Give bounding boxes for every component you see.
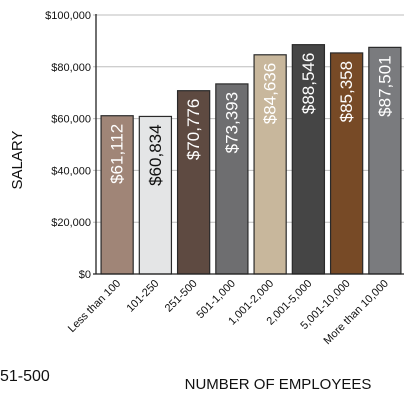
bar-value-label: $85,358 [337, 61, 356, 122]
bar-value-label: $61,112 [108, 124, 127, 184]
y-tick-label: $20,000 [51, 217, 91, 229]
y-tick-label: $80,000 [51, 62, 91, 74]
bar-value-label: $88,546 [299, 53, 318, 114]
bar [253, 54, 287, 275]
y-tick-labels: $0 $20,000 $40,000 $60,000 $80,000 $100,000 [45, 10, 91, 281]
cropped-label: 51-500 [0, 368, 50, 385]
bar [176, 90, 211, 275]
bars: $61,112 $60,834 $70,776 $73,393 $84,636 $88,5… [100, 44, 402, 275]
x-tick-label: 101-250 [124, 278, 161, 315]
bar-group: $61,112 [100, 115, 134, 275]
bar-group: $60,834 [138, 115, 173, 275]
bar [368, 46, 402, 275]
y-axis-title: SALARY [9, 131, 26, 190]
x-tick-labels: Less than 100 101-250 251-500501-1,0001,00… [66, 278, 391, 347]
bar-value-label: $84,636 [261, 63, 280, 124]
bar-group: $85,358 [329, 52, 364, 275]
bar-group: $88,546 [291, 44, 326, 275]
y-tick-label: $0 [79, 269, 91, 281]
bar-value-label: $60,834 [146, 124, 165, 185]
bar [329, 52, 364, 275]
bar-group: $73,393 [215, 83, 249, 275]
bar [138, 115, 173, 275]
bar-group: $87,501 [368, 46, 402, 275]
bar-value-label: $87,501 [375, 55, 394, 116]
y-tick-label: $60,000 [51, 114, 91, 126]
bar [215, 83, 249, 275]
x-tick-label: Less than 100 [66, 278, 123, 335]
axes [93, 14, 404, 275]
bar [291, 44, 326, 275]
bar-value-label: $73,393 [222, 92, 241, 153]
x-tick-label: 251-500 [163, 278, 200, 315]
bar-group: $70,776 [176, 90, 211, 275]
bar-group: $84,636 [253, 54, 287, 275]
y-tick-label: $100,000 [45, 10, 91, 22]
y-tick-label: $40,000 [51, 165, 91, 177]
x-tick-label: More than 10,000 [322, 278, 391, 347]
x-axis-title: NUMBER OF EMPLOYEES [185, 376, 372, 393]
bar-value-label: $70,776 [184, 99, 203, 160]
